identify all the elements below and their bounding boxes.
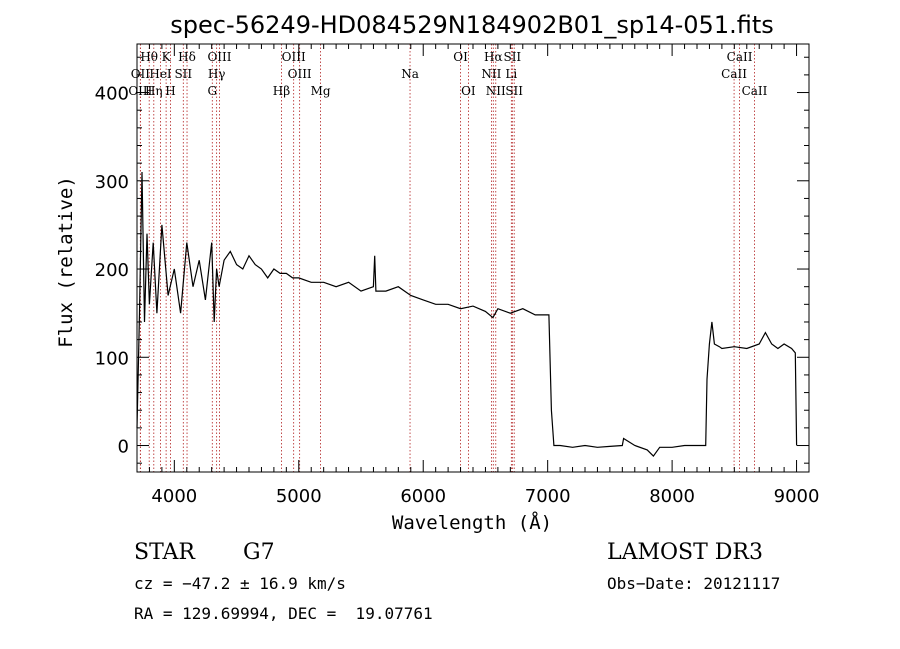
chart-title: spec-56249-HD084529N184902B01_sp14-051.f… [170, 11, 774, 39]
x-axis-ticks: 4000 5000 6000 7000 8000 9000 [136, 44, 820, 507]
y-tick-label: 0 [118, 437, 129, 458]
line-marker-label: OIII [128, 84, 152, 98]
line-marker-label: Mg [311, 84, 331, 98]
flux-series-line [136, 171, 798, 458]
line-marker-label: H [165, 84, 175, 98]
y-tick-label: 100 [95, 348, 129, 369]
line-marker-label: OIII [288, 67, 312, 81]
line-marker-label: Li [505, 67, 517, 81]
line-marker-label: OII [131, 67, 151, 81]
y-axis-ticks: 0 100 200 300 400 [95, 56, 809, 464]
line-marker-label: OI [461, 84, 476, 98]
y-tick-label: 200 [95, 260, 129, 281]
x-tick-label: 7000 [525, 486, 571, 507]
x-axis-title: Wavelength (Å) [392, 511, 552, 534]
line-marker-label: OI [453, 50, 468, 64]
x-tick-label: 9000 [774, 486, 820, 507]
x-tick-label: 8000 [649, 486, 695, 507]
line-marker-label: CaII [721, 67, 747, 81]
line-marker-label: NII [481, 67, 501, 81]
line-marker-label: Hγ [208, 67, 226, 81]
line-marker-label: Hδ [178, 50, 196, 64]
line-marker-label: Hη [145, 84, 163, 98]
survey-label: LAMOST DR3 [607, 540, 763, 565]
emission-line-markers [139, 44, 755, 472]
line-marker-label: HeI [149, 67, 172, 81]
x-tick-label: 6000 [400, 486, 446, 507]
line-marker-label: SII [174, 67, 192, 81]
object-subclass: G7 [243, 540, 275, 565]
line-marker-label: Hβ [273, 84, 290, 98]
line-marker-label: Hα [484, 50, 503, 64]
line-marker-label: K [162, 50, 172, 64]
redshift-cz: cz = −47.2 ± 16.9 km/s [134, 574, 346, 593]
x-tick-label: 5000 [276, 486, 322, 507]
plot-frame [136, 43, 810, 473]
line-marker-label: Hθ [140, 50, 158, 64]
y-tick-label: 400 [95, 84, 129, 105]
line-marker-label: SII [505, 84, 523, 98]
observation-date: Obs−Date: 20121117 [607, 574, 781, 593]
line-marker-label: Na [401, 67, 419, 81]
line-marker-label: CaII [742, 84, 768, 98]
object-class: STAR [134, 540, 195, 565]
line-marker-label: OIII [207, 50, 231, 64]
line-marker-label: OIII [282, 50, 306, 64]
y-axis-title: Flux (relative) [55, 176, 77, 348]
line-marker-label: G [207, 84, 217, 98]
line-marker-label: CaII [727, 50, 753, 64]
x-tick-label: 4000 [151, 486, 197, 507]
line-marker-label: SII [503, 50, 521, 64]
ra-dec-coordinates: RA = 129.69994, DEC = 19.07761 [134, 604, 433, 623]
line-marker-label: NII [486, 84, 506, 98]
y-tick-label: 300 [95, 172, 129, 193]
